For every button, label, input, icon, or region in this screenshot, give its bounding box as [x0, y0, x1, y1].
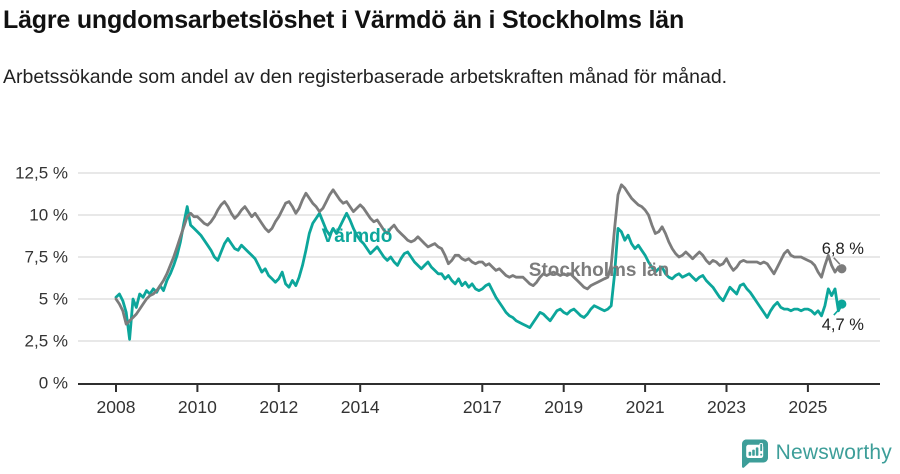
- series-end-dot: [837, 299, 847, 309]
- y-tick-label: 5 %: [39, 290, 68, 309]
- x-tick-label: 2017: [463, 397, 502, 417]
- x-tick-label: 2010: [178, 397, 217, 417]
- y-tick-label: 12,5 %: [15, 164, 68, 183]
- end-value-label: 4,7 %: [822, 316, 865, 334]
- y-tick-label: 0 %: [39, 374, 68, 393]
- y-tick-label: 7,5 %: [25, 248, 68, 267]
- x-tick-label: 2019: [544, 397, 583, 417]
- newsworthy-logo[interactable]: Newsworthy: [740, 438, 892, 468]
- x-tick-label: 2012: [259, 397, 298, 417]
- page-title: Lägre ungdomsarbetslöshet i Värmdö än i …: [3, 6, 685, 34]
- y-tick-label: 10 %: [29, 206, 68, 225]
- x-tick-label: 2025: [788, 397, 827, 417]
- chart-subtitle: Arbetssökande som andel av den registerb…: [3, 66, 728, 88]
- x-tick-label: 2008: [97, 397, 136, 417]
- series-label: Stockholms län: [529, 260, 669, 281]
- end-value-label: 6,8 %: [822, 240, 865, 258]
- series-end-dot: [837, 264, 847, 274]
- series-label: Värmdö: [322, 226, 393, 247]
- x-tick-label: 2023: [707, 397, 746, 417]
- y-tick-label: 2,5 %: [25, 332, 68, 351]
- newsworthy-brand-text: Newsworthy: [775, 441, 892, 464]
- series-line-varmdo: [114, 205, 844, 341]
- x-tick-label: 2021: [626, 397, 665, 417]
- end-label-leader-line: [833, 257, 841, 265]
- series-line-stockholms-lan: [114, 183, 844, 326]
- end-label-leader-line: [833, 307, 841, 316]
- x-tick-label: 2014: [341, 397, 380, 417]
- newsworthy-badge-icon: [741, 439, 768, 468]
